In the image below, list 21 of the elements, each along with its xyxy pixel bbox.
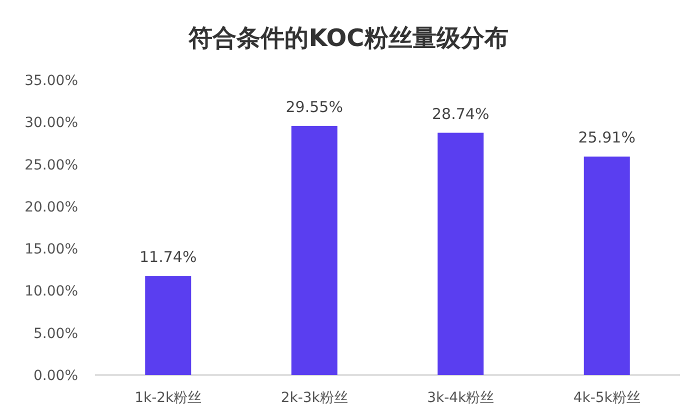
y-tick-label: 20.00% (24, 199, 78, 216)
x-tick-label: 4k-5k粉丝 (573, 390, 640, 406)
y-tick-label: 30.00% (24, 115, 78, 132)
y-tick-label: 0.00% (34, 368, 78, 384)
y-tick-label: 5.00% (34, 326, 78, 342)
y-tick-label: 10.00% (24, 284, 78, 300)
x-tick-label: 2k-3k粉丝 (280, 390, 348, 406)
bar (145, 276, 192, 375)
data-label: 29.55% (286, 98, 343, 116)
bar (584, 156, 630, 375)
chart-title: 符合条件的KOC粉丝量级分布 (188, 24, 508, 52)
bar (291, 126, 338, 375)
bar (438, 132, 484, 375)
data-label: 25.91% (578, 128, 636, 147)
y-tick-label: 25.00% (24, 157, 78, 174)
y-tick-label: 15.00% (24, 242, 78, 258)
x-tick-label: 3k-4k粉丝 (427, 390, 494, 406)
data-label: 11.74% (140, 248, 197, 266)
y-tick-label: 35.00% (24, 73, 78, 89)
x-tick-label: 1k-2k粉丝 (134, 390, 202, 406)
data-label: 28.74% (432, 104, 490, 123)
